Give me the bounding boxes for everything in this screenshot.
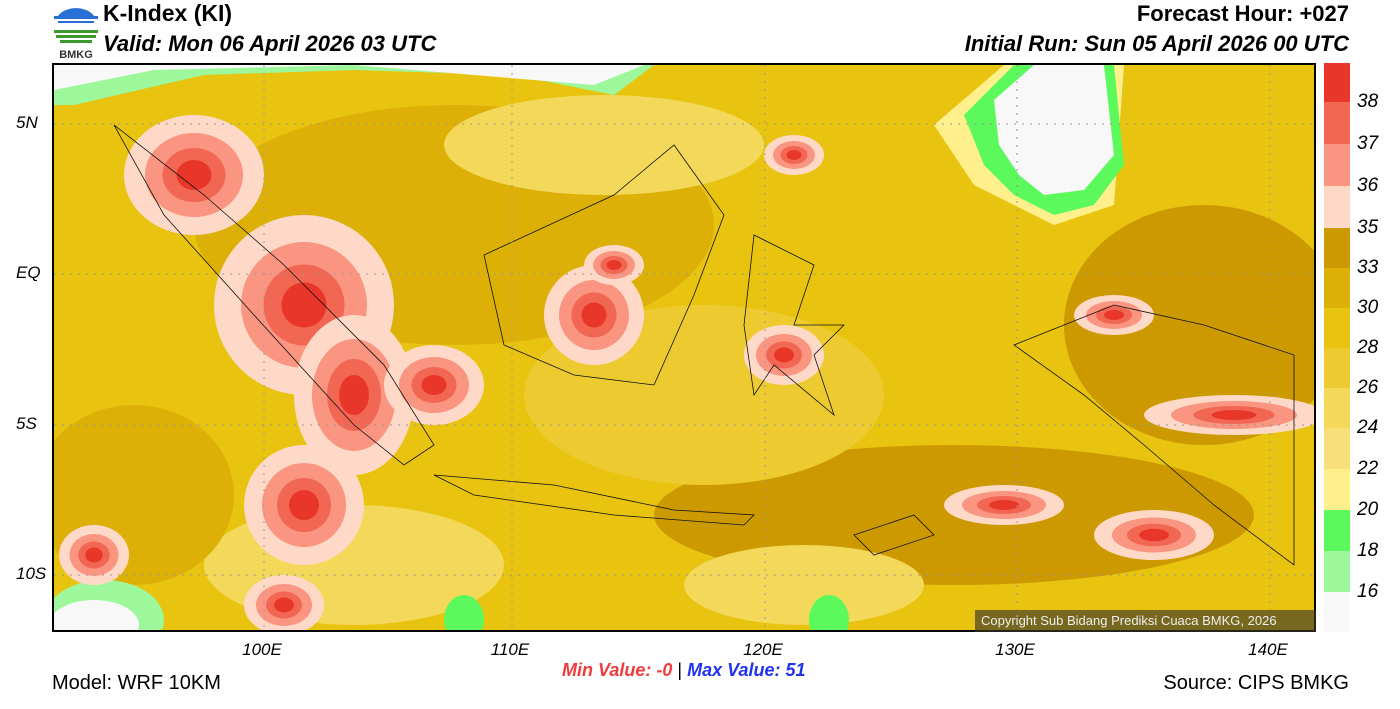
- lat-label: EQ: [16, 263, 41, 282]
- lon-label: 110E: [490, 640, 530, 659]
- lat-label: 10S: [16, 564, 47, 583]
- k-index-map: [52, 63, 1316, 632]
- colorbar-label: 26: [1357, 377, 1379, 398]
- low-k-region: [54, 600, 139, 630]
- colorbar-label: 37: [1357, 133, 1379, 154]
- high-k-region: [1211, 410, 1257, 420]
- coastline: [433, 474, 755, 526]
- lat-label: 5N: [16, 113, 38, 132]
- coastline: [853, 514, 935, 556]
- high-k-region: [274, 597, 294, 613]
- high-k-region: [774, 347, 794, 363]
- colorbar-swatch: [1324, 268, 1350, 308]
- colorbar-label: 16: [1357, 581, 1379, 602]
- colorbar-swatch: [1324, 308, 1350, 348]
- k-index-region: [684, 545, 924, 625]
- copyright-notice: Copyright Sub Bidang Prediksi Cuaca BMKG…: [975, 610, 1316, 632]
- chart-title: K-Index (KI): [103, 0, 233, 26]
- high-k-region: [1104, 310, 1124, 320]
- high-k-region: [281, 282, 327, 328]
- colorbar-label: 20: [1357, 499, 1379, 520]
- high-k-region: [581, 302, 607, 328]
- high-k-region: [85, 547, 103, 563]
- coastline: [113, 124, 435, 466]
- colorbar-swatch: [1324, 102, 1350, 144]
- colorbar-label: 36: [1357, 175, 1379, 196]
- high-k-region: [606, 260, 622, 270]
- colorbar-swatch: [1324, 428, 1350, 469]
- low-k-region: [809, 595, 849, 630]
- min-max-values: Min Value: -0 | Max Value: 51: [562, 660, 806, 681]
- high-k-region: [289, 490, 319, 520]
- lon-label: 140E: [1248, 640, 1288, 659]
- high-k-region: [1139, 528, 1169, 542]
- colorbar-label: 18: [1357, 540, 1379, 561]
- max-label: Max Value:: [687, 660, 781, 680]
- coastline: [483, 144, 725, 386]
- valid-time: Valid: Mon 06 April 2026 03 UTC: [103, 31, 437, 56]
- colorbar-swatch: [1324, 551, 1350, 592]
- colorbar-label: 22: [1357, 458, 1379, 479]
- coastline: [1013, 304, 1295, 566]
- colorbar-swatch: [1324, 469, 1350, 510]
- colorbar-swatch: [1324, 388, 1350, 428]
- colorbar-label: 24: [1357, 417, 1379, 438]
- forecast-hour: Forecast Hour: +027: [1136, 1, 1349, 26]
- high-k-region: [989, 500, 1019, 510]
- lon-label: 100E: [242, 640, 282, 659]
- low-k-region: [54, 65, 644, 90]
- high-k-region: [786, 150, 802, 160]
- initial-run: Initial Run: Sun 05 April 2026 00 UTC: [964, 31, 1349, 56]
- colorbar-swatch: [1324, 348, 1350, 388]
- colorbar-label: 35: [1357, 217, 1379, 238]
- low-k-region: [994, 65, 1114, 195]
- k-index-region: [444, 95, 764, 195]
- colorbar-swatch: [1324, 63, 1350, 102]
- colorbar-swatch: [1324, 228, 1350, 268]
- bmkg-logo: BMKG: [52, 2, 100, 61]
- coastline: [743, 234, 845, 417]
- colorbar-swatch: [1324, 186, 1350, 228]
- lon-label: 130E: [995, 640, 1035, 659]
- colorbar-label: 28: [1357, 337, 1379, 358]
- svg-text:BMKG: BMKG: [59, 49, 93, 60]
- high-k-region: [421, 375, 447, 395]
- max-value: 51: [785, 660, 806, 680]
- low-k-region: [444, 595, 484, 630]
- high-k-region: [339, 375, 369, 415]
- lon-label: 120E: [743, 640, 783, 659]
- colorbar-swatch: [1324, 592, 1350, 632]
- min-label: Min Value:: [562, 660, 652, 680]
- source-label: Source: CIPS BMKG: [1163, 672, 1349, 694]
- colorbar-swatch: [1324, 510, 1350, 551]
- model-label: Model: WRF 10KM: [52, 672, 221, 694]
- colorbar-label: 30: [1357, 297, 1379, 318]
- separator: |: [677, 660, 683, 680]
- colorbar-label: 38: [1357, 91, 1379, 112]
- colorbar-label: 33: [1357, 257, 1379, 278]
- min-value: -0: [656, 660, 673, 680]
- low-k-region: [54, 65, 654, 105]
- colorbar-swatch: [1324, 144, 1350, 186]
- lat-label: 5S: [16, 414, 37, 433]
- k-index-region: [1064, 205, 1314, 445]
- high-k-region: [176, 160, 212, 190]
